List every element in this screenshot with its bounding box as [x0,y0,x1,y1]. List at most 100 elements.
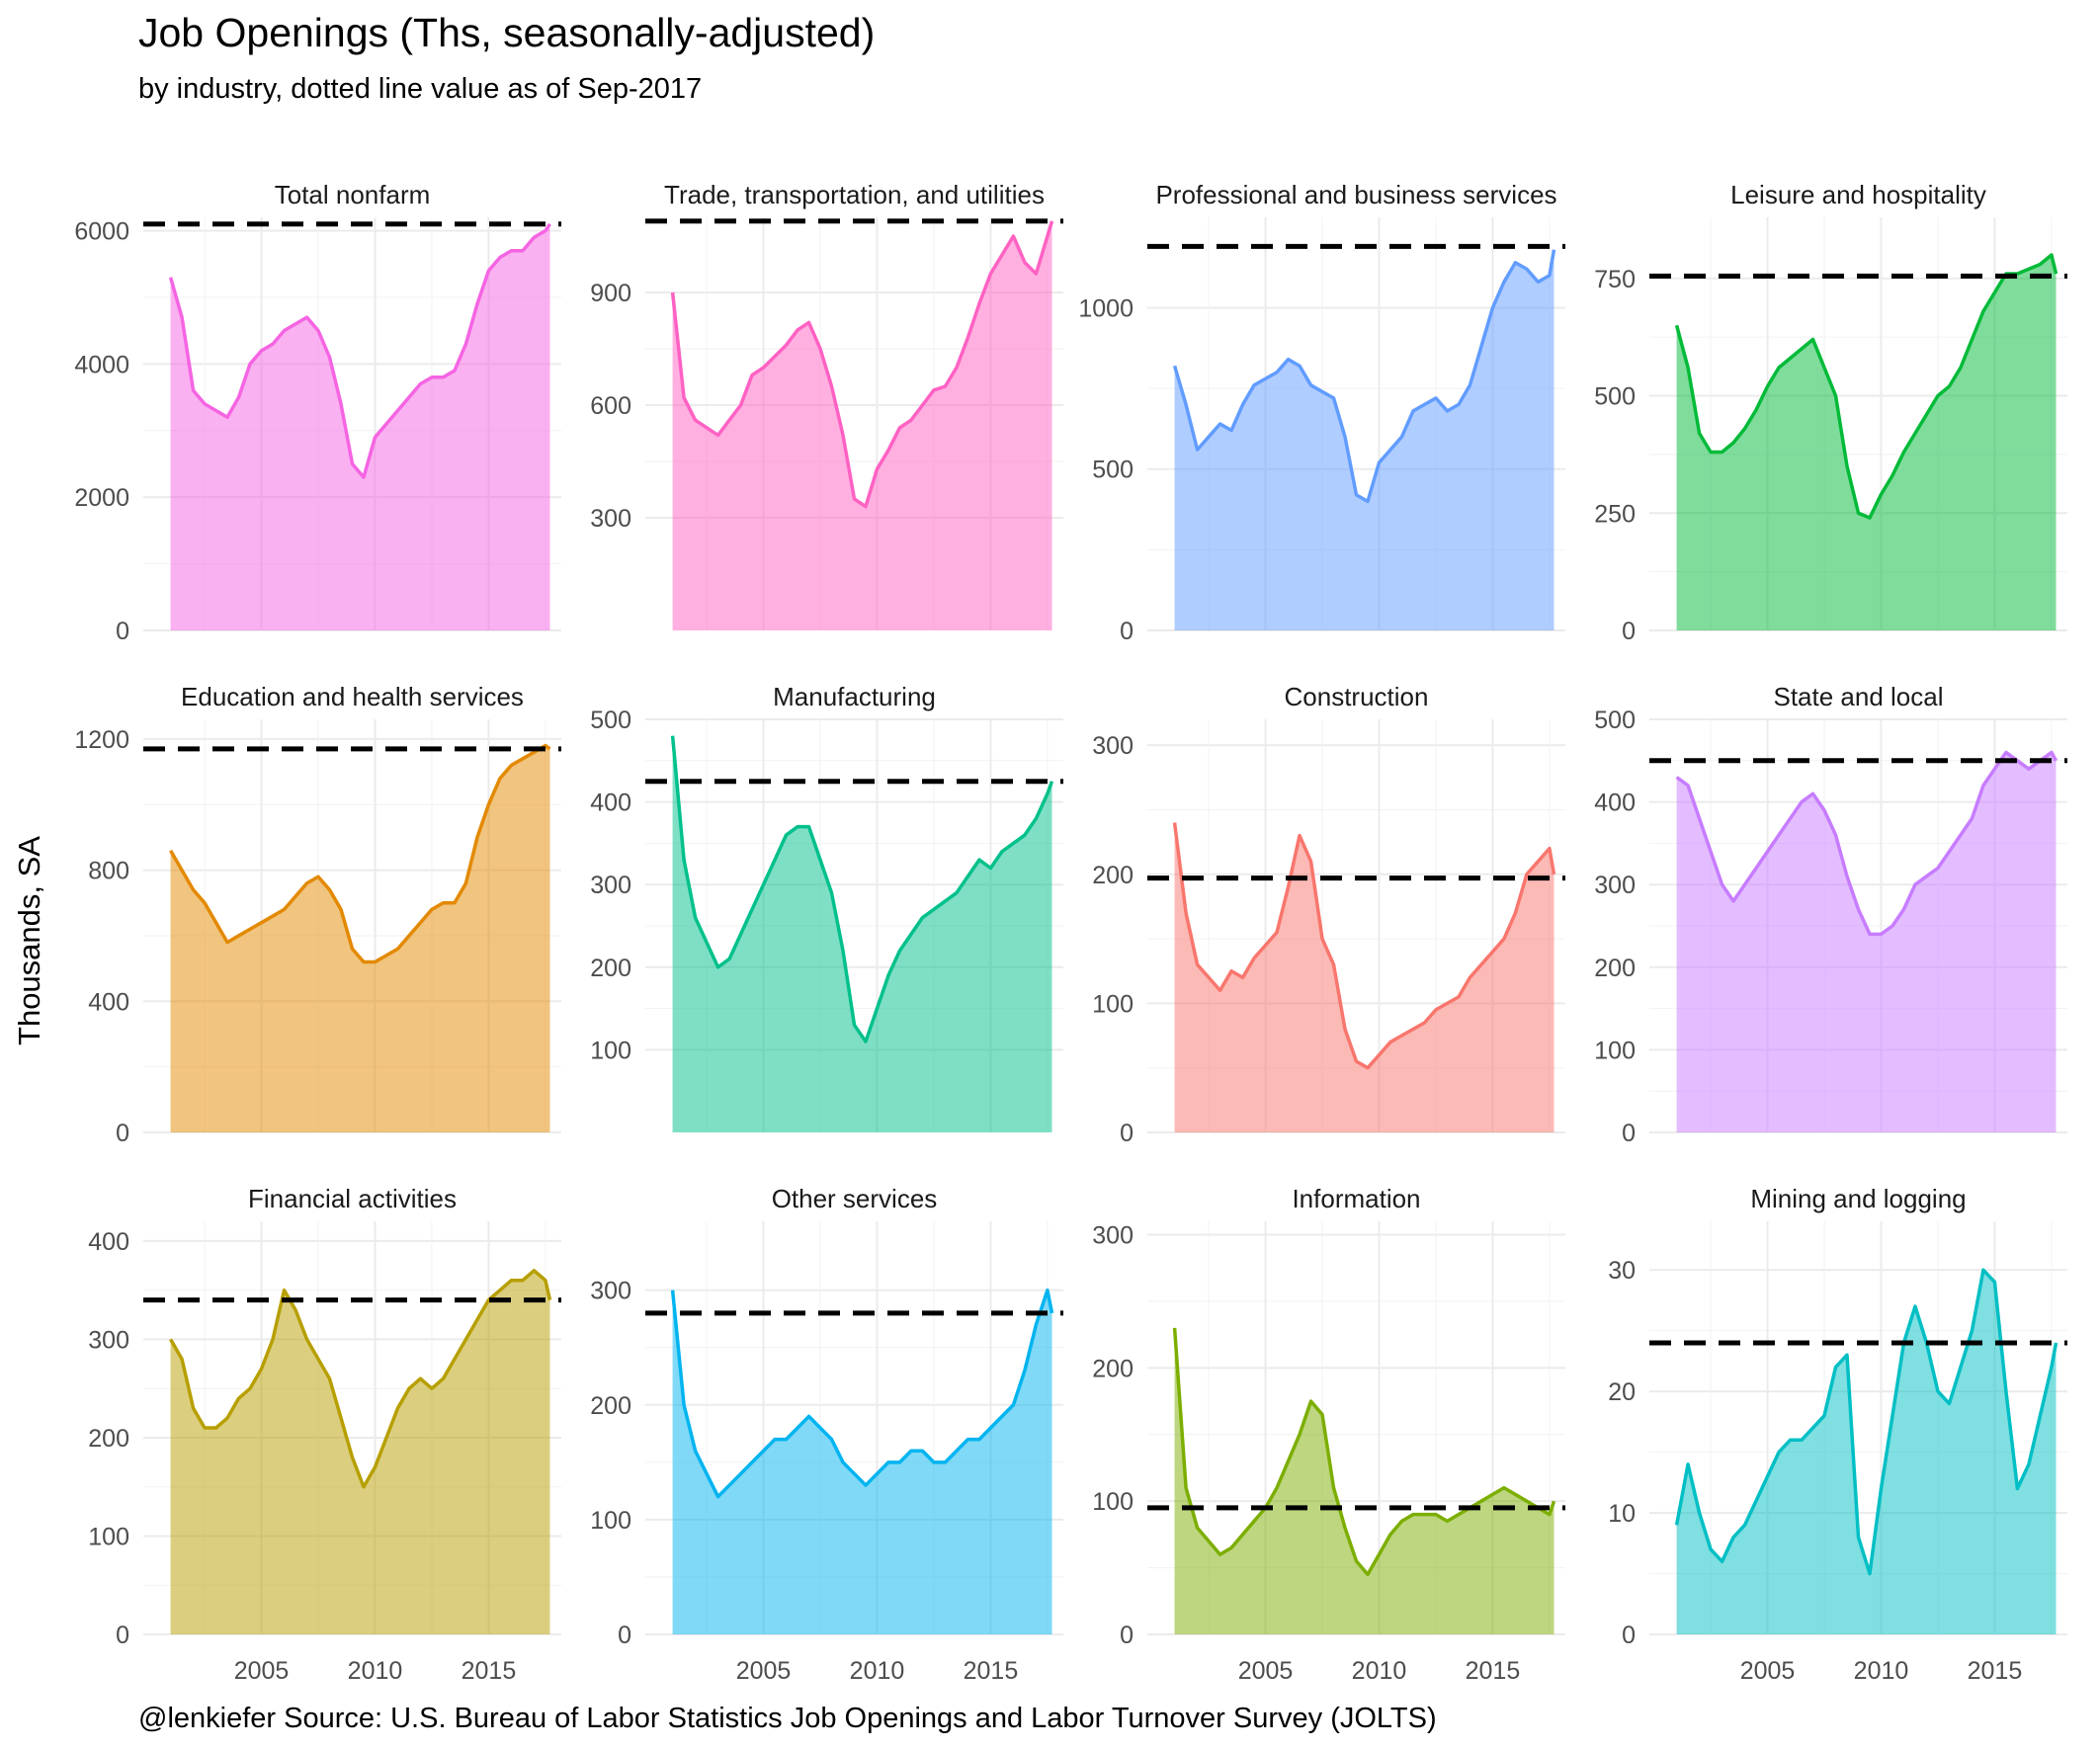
series-area [170,223,550,630]
series-line [670,735,1054,1043]
series-area [1174,1327,1554,1634]
y-tick-label: 100 [1092,1488,1134,1516]
series-line [670,220,1054,509]
x-tick-label: 2005 [736,1657,792,1685]
series-area [1174,249,1554,630]
y-tick-label: 0 [1622,1622,1636,1649]
y-tick-label: 400 [88,1228,129,1256]
panel-4: Education and health services 0 400 800 1200 [74,682,561,1147]
y-tick-label: 100 [590,1507,631,1535]
series-line [1675,750,2058,937]
series-area [1676,1270,2057,1634]
y-tick-label: 0 [1120,1120,1134,1147]
series-area [1676,752,2057,1132]
y-tick-label: 0 [1120,618,1134,645]
y-tick-label: 2000 [74,484,129,512]
y-tick-label: 500 [1594,383,1636,411]
y-tick-label: 300 [1092,1221,1134,1249]
y-tick-label: 300 [590,1278,631,1305]
series-line [1172,249,1556,504]
panel-title: Education and health services [181,682,524,711]
series-line [1674,1268,2058,1576]
x-tick-label: 2010 [1352,1657,1407,1685]
y-tick-label: 400 [88,988,129,1016]
chart-subtitle: by industry, dotted line value as of Sep… [138,73,703,105]
chart-caption: @lenkiefer Source: U.S. Bureau of Labor … [138,1703,1437,1734]
y-tick-label: 0 [1622,1120,1636,1147]
panel-title: Total nonfarm [275,180,431,209]
y-tick-label: 200 [1594,955,1636,982]
x-tick-label: 2015 [1968,1657,2023,1685]
y-tick-label: 200 [590,955,631,982]
panel-title: Trade, transportation, and utilities [664,180,1045,209]
panel-title: Financial activities [248,1184,457,1213]
y-tick-label: 500 [1092,457,1134,484]
y-tick-label: 300 [590,505,631,533]
y-tick-label: 30 [1608,1257,1636,1285]
y-tick-label: 600 [590,392,631,420]
series-area [672,735,1052,1132]
x-tick-label: 2010 [1854,1657,1909,1685]
series-area [672,1290,1052,1634]
y-tick-label: 100 [1594,1037,1636,1064]
x-tick-label: 2005 [1238,1657,1294,1685]
series-area [170,1270,550,1634]
panel-title: Leisure and hospitality [1730,180,1986,209]
series-line [1172,1327,1556,1577]
series-area [170,745,550,1132]
y-tick-label: 750 [1594,266,1636,293]
y-tick-label: 0 [116,1622,129,1649]
series-line [169,1269,552,1489]
panel-8: Financial activities 0 100 200 300 400 2005 201… [88,1184,561,1685]
y-tick-label: 0 [116,618,129,645]
series-area [672,220,1052,631]
panel-7: State and local 0 100 200 300 400 500 [1594,682,2067,1147]
y-tick-label: 300 [1092,732,1134,760]
panel-title: Mining and logging [1750,1184,1966,1213]
y-tick-label: 300 [590,872,631,899]
y-tick-label: 100 [88,1523,129,1550]
panel-5: Manufacturing 100 200 300 400 500 [590,682,1063,1132]
panel-title: Other services [772,1184,938,1213]
x-tick-label: 2010 [850,1657,905,1685]
series-line [168,222,551,479]
x-tick-label: 2010 [348,1657,403,1685]
y-tick-label: 6000 [74,217,129,245]
series-line [670,1288,1054,1499]
y-tick-label: 900 [590,280,631,307]
series-area [1174,822,1554,1132]
series-line [1172,822,1556,1070]
chart-title: Job Openings (Ths, seasonally-adjusted) [138,10,876,55]
y-tick-label: 200 [1092,1355,1134,1382]
series-line [1674,253,2058,520]
y-tick-label: 10 [1608,1500,1636,1528]
y-tick-label: 1200 [74,726,129,754]
y-tick-label: 300 [1594,872,1636,899]
y-tick-label: 100 [590,1037,631,1064]
y-tick-label: 500 [590,707,631,734]
y-tick-label: 300 [88,1326,129,1354]
y-tick-label: 1000 [1078,294,1134,322]
y-tick-label: 0 [116,1120,129,1147]
y-tick-label: 800 [88,858,129,885]
y-tick-label: 400 [1594,790,1636,817]
panel-11: Mining and logging 0 10 20 30 2005 2010 2015 [1608,1184,2067,1685]
y-tick-label: 100 [1092,990,1134,1018]
y-tick-label: 200 [1092,862,1134,889]
series-line [169,743,551,964]
y-tick-label: 4000 [74,351,129,378]
x-tick-label: 2015 [964,1657,1019,1685]
x-tick-label: 2005 [234,1657,290,1685]
x-tick-label: 2015 [1466,1657,1521,1685]
panel-title: Information [1292,1184,1420,1213]
panel-title: Construction [1285,682,1429,711]
panel-title: State and local [1773,682,1943,711]
x-tick-label: 2005 [1740,1657,1796,1685]
y-tick-label: 200 [590,1392,631,1420]
series-area [1676,255,2057,630]
y-tick-label: 0 [1622,618,1636,645]
y-tick-label: 0 [618,1622,631,1649]
panel-1: Trade, transportation, and utilities 300 6… [590,180,1063,631]
y-tick-label: 250 [1594,500,1636,528]
